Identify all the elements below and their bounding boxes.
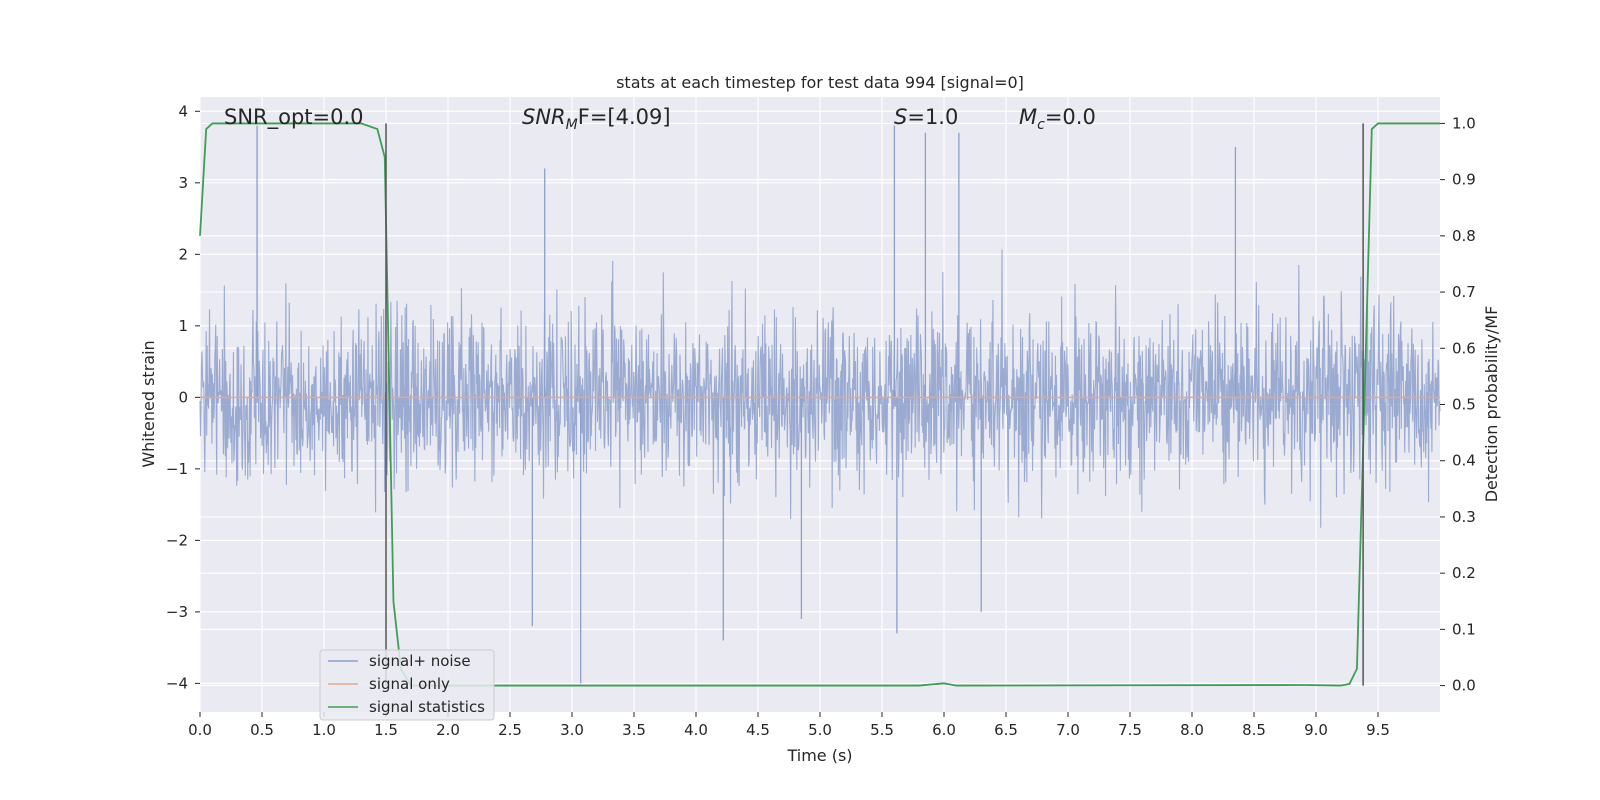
y-left-tick-label: −4 (166, 674, 188, 692)
y-right-tick-label: 1.0 (1452, 114, 1476, 132)
x-tick-label: 9.0 (1304, 721, 1328, 739)
x-tick-label: 1.5 (374, 721, 398, 739)
y-right-tick-label: 0.6 (1452, 339, 1476, 357)
y-right-tick-label: 0.7 (1452, 283, 1476, 301)
y-right-tick-label: 0.5 (1452, 396, 1476, 414)
y-left-tick-label: 0 (178, 388, 188, 406)
x-tick-label: 7.5 (1118, 721, 1142, 739)
y-right-tick-label: 0.9 (1452, 171, 1476, 189)
x-tick-label: 4.0 (684, 721, 708, 739)
legend-label-signal-noise: signal+ noise (369, 652, 471, 670)
x-tick-label: 0.5 (250, 721, 274, 739)
y-left-axis-label: Whitened strain (139, 340, 158, 467)
vertical-markers (385, 123, 1364, 686)
y-right-tick-label: 0.2 (1452, 564, 1476, 582)
x-tick-label: 6.5 (994, 721, 1018, 739)
x-tick-label: 8.0 (1180, 721, 1204, 739)
legend-label-signal-statistics: signal statistics (369, 698, 485, 716)
y-left-tick-label: 2 (178, 245, 188, 263)
legend: signal+ noise signal only signal statist… (319, 649, 495, 721)
y-right-axis-label: Detection probability/MF (1482, 306, 1501, 503)
y-right-tick-label: 0.8 (1452, 227, 1476, 245)
x-tick-label: 2.5 (498, 721, 522, 739)
y-right-tick-label: 0.0 (1452, 677, 1476, 695)
x-tick-label: 4.5 (746, 721, 770, 739)
annotation-s: S=1.0 (894, 105, 958, 129)
annotation-snr-opt: SNR_opt=0.0 (224, 105, 364, 130)
x-tick-label: 3.5 (622, 721, 646, 739)
x-tick-label: 6.0 (932, 721, 956, 739)
annotation-snr-mf: SNRMF=[4.09] (522, 105, 671, 133)
x-tick-label: 8.5 (1242, 721, 1266, 739)
signal-noise-series (199, 125, 1441, 684)
x-tick-label: 9.5 (1366, 721, 1390, 739)
legend-label-signal-only: signal only (369, 675, 450, 693)
y-left-tick-label: −1 (166, 460, 188, 478)
x-tick-label: 0.0 (188, 721, 212, 739)
y-left-tick-label: −3 (166, 603, 188, 621)
y-right-tick-label: 0.3 (1452, 508, 1476, 526)
y-left-tick-label: 4 (178, 102, 188, 120)
y-left-tick-label: 3 (178, 174, 188, 192)
x-tick-label: 1.0 (312, 721, 336, 739)
x-tick-label: 2.0 (436, 721, 460, 739)
chart-title: stats at each timestep for test data 994… (616, 73, 1024, 92)
y-left-axis-ticks: −4 −3 −2 −1 0 1 2 3 4 (166, 102, 200, 692)
annotations: SNR_opt=0.0 SNRMF=[4.09] S=1.0 Mc=0.0 (224, 105, 1096, 133)
y-right-tick-label: 0.4 (1452, 452, 1476, 470)
signal-noise-line (199, 249, 1441, 528)
y-left-tick-label: −2 (166, 531, 188, 549)
y-right-tick-label: 0.1 (1452, 620, 1476, 638)
x-tick-label: 5.0 (808, 721, 832, 739)
legend-box (319, 649, 495, 721)
y-right-axis-ticks: 0.0 0.1 0.2 0.3 0.4 0.5 0.6 0.7 0.8 0.9 1.0 (1440, 114, 1476, 695)
x-axis-label: Time (s) (786, 746, 852, 765)
annotation-mc: Mc=0.0 (1019, 105, 1096, 133)
x-tick-label: 7.0 (1056, 721, 1080, 739)
x-tick-label: 5.5 (870, 721, 894, 739)
x-tick-label: 3.0 (560, 721, 584, 739)
y-left-tick-label: 1 (178, 317, 188, 335)
x-axis-ticks: 0.0 0.5 1.0 1.5 2.0 2.5 3.0 3.5 4.0 4.5 5.0 5.5 6.0 6… (188, 712, 1390, 739)
